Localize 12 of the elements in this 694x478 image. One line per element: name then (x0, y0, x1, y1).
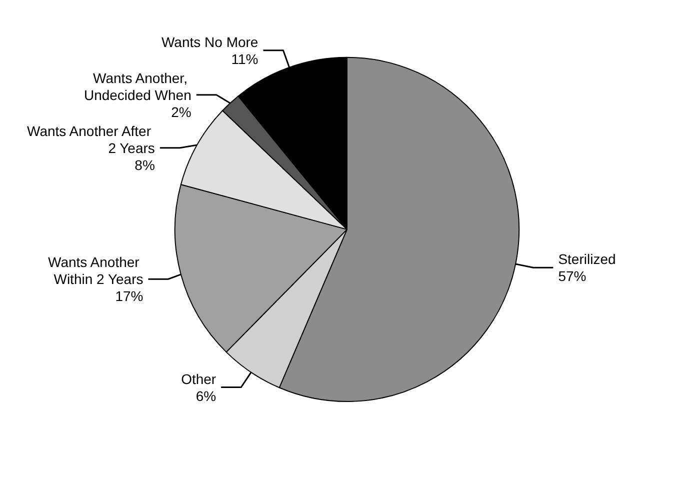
slice-label: Wants Another, Undecided When (84, 70, 192, 103)
slice-label: Wants Another Within 2 Years (48, 254, 144, 288)
slice-label: Sterilized (558, 251, 616, 268)
data-label: 11% (231, 50, 258, 67)
slice-label: Wants No More (161, 34, 258, 50)
data-label: 57% (558, 268, 586, 284)
data-label: 2% (171, 104, 192, 120)
data-label: 8% (134, 156, 155, 173)
slice-label: Wants Another After 2 Years (27, 122, 155, 156)
data-label: 6% (196, 388, 216, 404)
data-label: 17% (115, 288, 144, 304)
slice-label: Other (181, 370, 216, 387)
